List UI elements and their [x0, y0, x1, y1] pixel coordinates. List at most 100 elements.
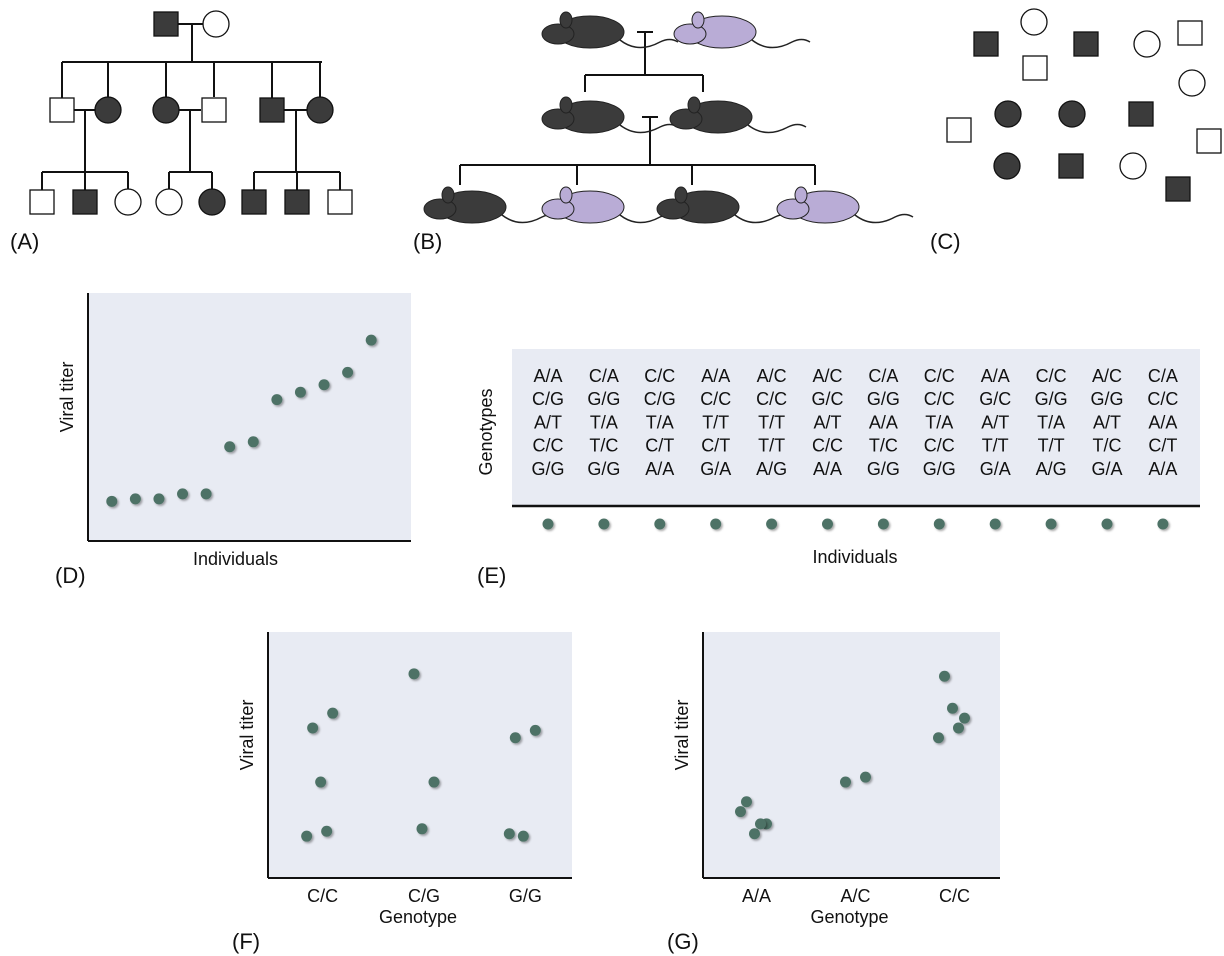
genotype-cell: G/C — [811, 389, 843, 409]
panel-label: (E) — [477, 563, 506, 588]
panel-label: (A) — [10, 229, 39, 254]
data-point — [248, 436, 259, 447]
mouse-tail — [752, 40, 810, 48]
data-point — [177, 488, 188, 499]
data-point — [933, 732, 944, 743]
panel-label: (B) — [413, 229, 442, 254]
mouse-ear — [442, 187, 454, 203]
data-point — [504, 828, 515, 839]
female-symbol — [994, 153, 1020, 179]
mouse-ear — [560, 187, 572, 203]
male-symbol — [1074, 32, 1098, 56]
data-point — [271, 394, 282, 405]
male-symbol — [974, 32, 998, 56]
male-symbol — [328, 190, 352, 214]
female-symbol — [1179, 70, 1205, 96]
panel-label: (G) — [667, 929, 699, 954]
genotype-cell: C/C — [924, 389, 955, 409]
genotype-cell: A/A — [981, 366, 1010, 386]
data-point — [301, 831, 312, 842]
data-point — [741, 796, 752, 807]
y-axis-label: Viral titer — [237, 700, 257, 771]
x-tick-label: C/C — [307, 886, 338, 906]
data-point — [201, 488, 212, 499]
mouse-tail — [620, 40, 678, 48]
data-point — [315, 777, 326, 788]
genotype-cell: T/C — [869, 436, 898, 456]
individual-marker — [990, 519, 1001, 530]
panel-label: (C) — [930, 229, 961, 254]
data-point — [153, 493, 164, 504]
genotype-cell: T/T — [982, 436, 1009, 456]
genotype-cell: G/G — [1090, 389, 1123, 409]
genotype-cell: G/A — [1091, 459, 1122, 479]
genotype-cell: G/G — [867, 389, 900, 409]
data-point — [947, 703, 958, 714]
x-axis-label: Individuals — [193, 549, 278, 569]
male-symbol — [1178, 21, 1202, 45]
genotype-cell: T/A — [646, 412, 674, 432]
data-point — [106, 496, 117, 507]
genotype-cell: A/A — [1148, 459, 1177, 479]
data-point — [321, 826, 332, 837]
male-symbol — [154, 12, 178, 36]
data-point — [319, 379, 330, 390]
data-point — [860, 772, 871, 783]
plot-area — [268, 632, 572, 878]
genotype-cell: G/A — [980, 459, 1011, 479]
genotype-cell: A/G — [1036, 459, 1067, 479]
genotype-cell: A/C — [812, 366, 842, 386]
mouse-ear — [795, 187, 807, 203]
individual-marker — [878, 519, 889, 530]
individual-marker — [766, 519, 777, 530]
genotype-cell: A/T — [534, 412, 562, 432]
male-symbol — [1129, 102, 1153, 126]
genotype-cell: A/T — [813, 412, 841, 432]
genotype-cell: C/C — [756, 389, 787, 409]
mouse-tail — [855, 215, 913, 223]
male-symbol — [242, 190, 266, 214]
individual-marker — [598, 519, 609, 530]
mouse-ear — [688, 97, 700, 113]
y-axis-label: Viral titer — [57, 362, 77, 433]
genotype-cell: A/C — [1092, 366, 1122, 386]
male-symbol — [1023, 56, 1047, 80]
y-axis-label: Viral titer — [672, 700, 692, 771]
genotype-cell: A/A — [533, 366, 562, 386]
genotype-cell: G/G — [1035, 389, 1068, 409]
female-symbol — [995, 101, 1021, 127]
individual-marker — [543, 519, 554, 530]
x-tick-label: G/G — [509, 886, 542, 906]
genotype-cell: G/G — [531, 459, 564, 479]
data-point — [327, 708, 338, 719]
genotype-cell: C/G — [644, 389, 676, 409]
mouse-ear — [560, 12, 572, 28]
individual-marker — [1046, 519, 1057, 530]
data-point — [307, 722, 318, 733]
genotype-cell: C/T — [1148, 436, 1177, 456]
individual-marker — [822, 519, 833, 530]
male-symbol — [30, 190, 54, 214]
genotype-cell: T/T — [702, 412, 729, 432]
female-symbol — [95, 97, 121, 123]
genotype-cell: T/A — [925, 412, 953, 432]
genotype-cell: C/A — [589, 366, 619, 386]
female-symbol — [115, 189, 141, 215]
genotype-cell: A/A — [645, 459, 674, 479]
genotype-cell: C/T — [701, 436, 730, 456]
male-symbol — [202, 98, 226, 122]
female-symbol — [203, 11, 229, 37]
individual-marker — [1102, 519, 1113, 530]
genotype-cell: A/T — [1093, 412, 1121, 432]
female-symbol — [1059, 101, 1085, 127]
male-symbol — [50, 98, 74, 122]
x-tick-label: A/A — [742, 886, 771, 906]
mouse-tail — [748, 125, 806, 133]
genotype-cell: G/G — [587, 389, 620, 409]
data-point — [939, 671, 950, 682]
individual-marker — [654, 519, 665, 530]
genotype-cell: C/C — [812, 436, 843, 456]
data-point — [295, 387, 306, 398]
plot-area — [703, 632, 1000, 878]
data-point — [953, 722, 964, 733]
